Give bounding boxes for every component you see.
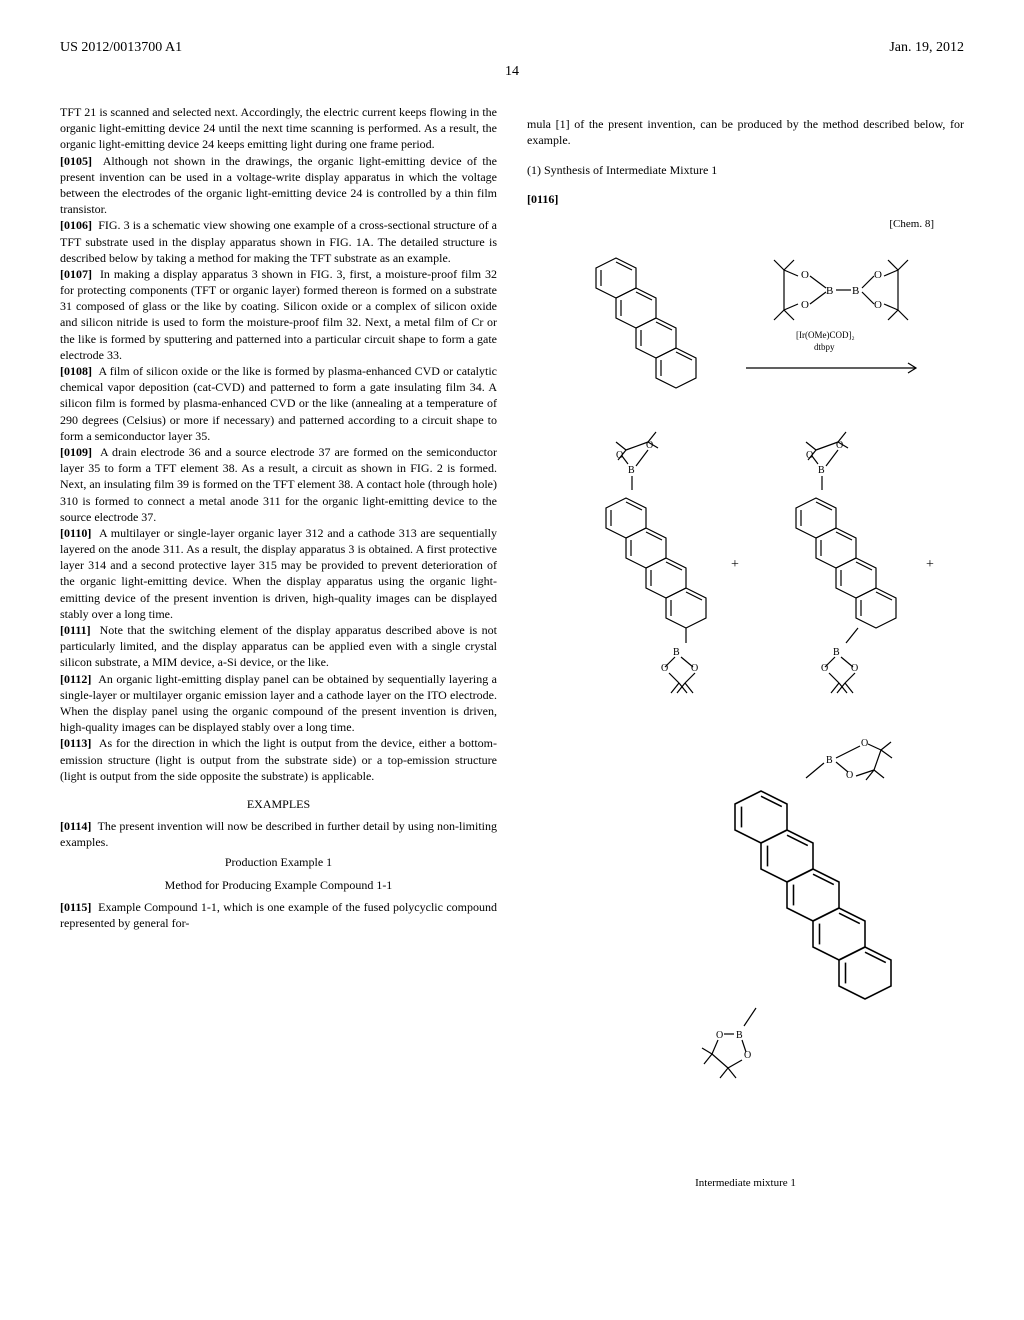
svg-text:B: B [826,285,833,297]
svg-text:B: B [818,465,825,476]
paragraph-0114: [0114] The present invention will now be… [60,818,497,850]
svg-text:O: O [691,663,698,674]
chem-label: [Chem. 8] [527,217,934,232]
page-header: US 2012/0013700 A1 Jan. 19, 2012 [60,40,964,56]
paragraph-0108: [0108] A film of silicon oxide or the li… [60,363,497,444]
svg-text:O: O [646,440,653,451]
paragraph-0110: [0110] A multilayer or single-layer orga… [60,525,497,622]
intermediate-caption: Intermediate mixture 1 [527,1176,964,1191]
plus-sign-1: + [731,557,739,572]
synthesis-heading: (1) Synthesis of Intermediate Mixture 1 [527,162,964,178]
paragraph-0112: [0112] An organic light-emitting display… [60,671,497,736]
left-column: TFT 21 is scanned and selected next. Acc… [60,104,497,1190]
publication-date: Jan. 19, 2012 [889,40,964,56]
catalyst-line2: dtbpy [814,342,835,352]
patent-number: US 2012/0013700 A1 [60,40,182,56]
svg-text:O: O [851,663,858,674]
svg-text:B: B [852,285,859,297]
page-number: 14 [60,64,964,80]
production-example-heading: Production Example 1 [60,854,497,870]
paragraph-0113: [0113] As for the direction in which the… [60,735,497,784]
paragraph-0116: [0116] [527,191,964,207]
paragraph-0106: [0106] FIG. 3 is a schematic view showin… [60,217,497,266]
paragraph-0111: [0111] Note that the switching element o… [60,622,497,671]
paragraph-continuation: TFT 21 is scanned and selected next. Acc… [60,104,497,153]
svg-text:B: B [826,755,833,766]
examples-heading: EXAMPLES [60,796,497,812]
svg-text:B: B [673,647,680,658]
svg-text:O: O [874,299,882,311]
method-heading: Method for Producing Example Compound 1-… [60,877,497,893]
paragraph-0107: [0107] In making a display apparatus 3 s… [60,266,497,363]
paragraph-0105: [0105] Although not shown in the drawing… [60,153,497,218]
paragraph-0115: [0115] Example Compound 1-1, which is on… [60,899,497,931]
svg-text:B: B [833,647,840,658]
plus-sign-2: + [926,557,934,572]
right-column: mula [1] of the present invention, can b… [527,104,964,1190]
svg-text:O: O [801,269,809,281]
catalyst-line1: [Ir(OMe)COD]₂ [796,330,855,340]
chemical-scheme: O O B [527,238,964,1168]
svg-text:B: B [736,1030,743,1041]
paragraph-0109: [0109] A drain electrode 36 and a source… [60,444,497,525]
two-column-layout: TFT 21 is scanned and selected next. Acc… [60,104,964,1190]
right-top-text: mula [1] of the present invention, can b… [527,116,964,148]
svg-text:O: O [716,1030,723,1041]
svg-text:B: B [628,465,635,476]
svg-text:O: O [801,299,809,311]
svg-text:O: O [744,1050,751,1061]
svg-text:O: O [874,269,882,281]
chemical-structures-svg: O O B [546,238,946,1168]
patent-page: US 2012/0013700 A1 Jan. 19, 2012 14 TFT … [0,0,1024,1320]
svg-text:O: O [861,738,868,749]
svg-text:O: O [836,440,843,451]
